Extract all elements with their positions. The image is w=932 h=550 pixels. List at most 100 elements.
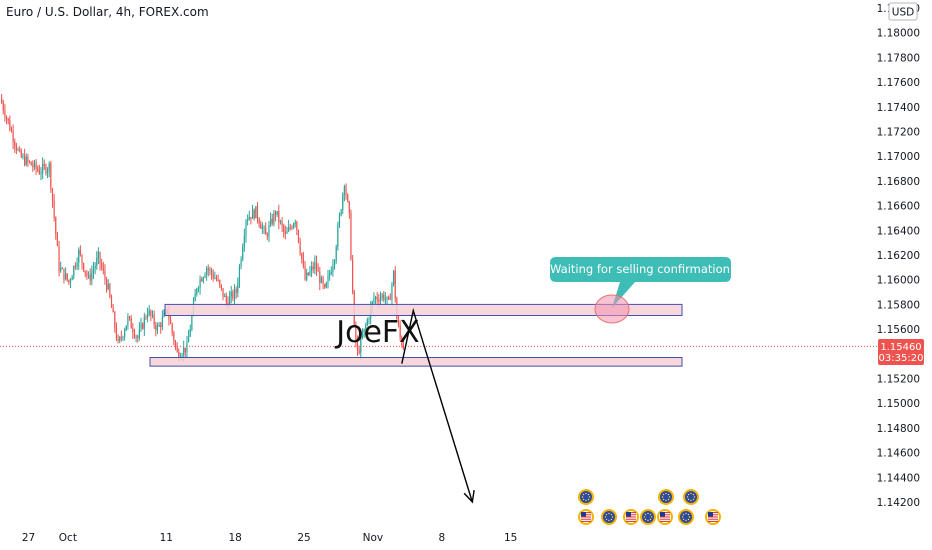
candle-body xyxy=(273,212,275,224)
currency-label-box[interactable] xyxy=(888,2,918,21)
eu-flag-star xyxy=(587,493,590,496)
candle-body xyxy=(311,266,313,271)
candle-body xyxy=(386,296,388,299)
eu-flag-star xyxy=(665,492,667,495)
time-axis[interactable]: 27 Oct 11 18 25 Nov 8 15 xyxy=(22,532,518,544)
price-badge-value: 1.15460 xyxy=(880,342,921,353)
eu-flag-star xyxy=(605,518,608,521)
candle-body xyxy=(214,278,216,280)
support-zone[interactable] xyxy=(149,357,683,367)
eu-flag-icon[interactable] xyxy=(642,511,654,523)
eu-flag-icon[interactable] xyxy=(660,491,672,503)
candle-body xyxy=(114,312,116,328)
eu-flag-star xyxy=(650,516,653,518)
eu-flag-icon[interactable] xyxy=(685,491,697,503)
candle-body xyxy=(360,337,362,353)
candle-body xyxy=(261,227,263,229)
candle-body xyxy=(309,270,311,275)
candle-body xyxy=(69,280,72,283)
candle-body xyxy=(317,270,319,272)
candle-body xyxy=(338,215,341,226)
candle-body xyxy=(294,221,296,224)
eu-flag-star xyxy=(610,518,613,521)
eu-flag-star xyxy=(687,493,690,496)
candle-body xyxy=(202,277,204,282)
price-tick-label: 1.15800 xyxy=(877,299,920,311)
candle-body xyxy=(38,170,40,174)
candle-body xyxy=(87,275,90,277)
candle-body xyxy=(128,316,131,318)
candle-body xyxy=(373,298,375,302)
eu-flag-star xyxy=(649,518,652,521)
price-axis[interactable]: 1.182001.180001.178001.176001.174001.172… xyxy=(877,3,920,509)
candle-body xyxy=(181,355,183,358)
candle-body xyxy=(74,265,77,267)
candle-body xyxy=(291,227,293,229)
candle-body xyxy=(176,345,178,353)
candle-body xyxy=(32,165,34,168)
eu-flag-star xyxy=(667,493,670,496)
candle-body xyxy=(79,249,81,255)
candle-body xyxy=(383,294,385,300)
eu-flag-star xyxy=(686,496,689,498)
candle-body xyxy=(365,325,367,329)
candles-layer xyxy=(1,93,405,362)
candle-body xyxy=(61,268,63,270)
candle-body xyxy=(312,266,314,269)
candle-body xyxy=(276,210,278,215)
candle-body xyxy=(46,170,49,174)
candle-body xyxy=(35,162,37,169)
eu-flag-star xyxy=(587,498,590,501)
candle-body xyxy=(240,259,242,267)
eu-flag-icon[interactable] xyxy=(680,511,692,523)
candle-body xyxy=(232,291,234,299)
candle-body xyxy=(297,230,300,243)
candle-body xyxy=(120,337,122,339)
candle-body xyxy=(73,265,75,277)
candle-body xyxy=(296,221,298,231)
candle-body xyxy=(337,225,339,247)
time-tick-label: Oct xyxy=(59,532,77,544)
us-flag-canton xyxy=(581,512,586,517)
candle-body xyxy=(19,149,21,151)
eu-flag-star xyxy=(661,496,664,498)
economic-events[interactable] xyxy=(578,489,721,525)
candle-body xyxy=(151,314,154,316)
eu-flag-star xyxy=(687,498,690,501)
candle-body xyxy=(222,287,224,297)
candle-body xyxy=(7,118,9,121)
time-tick-label: Nov xyxy=(363,532,384,544)
candle-body xyxy=(279,221,282,223)
candle-body xyxy=(266,234,268,237)
candle-body xyxy=(204,274,206,278)
candle-body xyxy=(301,253,303,260)
time-tick-label: 18 xyxy=(228,532,241,544)
resistance-zone[interactable] xyxy=(164,303,683,317)
candle-body xyxy=(332,265,334,272)
candle-body xyxy=(345,186,347,195)
eu-flag-star xyxy=(690,492,692,495)
eu-flag-star xyxy=(665,499,667,502)
candle-body xyxy=(227,301,229,306)
candle-body xyxy=(292,223,295,229)
candle-body xyxy=(99,252,101,264)
eu-flag-star xyxy=(644,518,647,521)
candle-body xyxy=(150,310,152,316)
candle-body xyxy=(153,314,155,325)
candle-body xyxy=(322,277,324,285)
candle-body xyxy=(327,275,329,283)
candle-body xyxy=(237,283,239,294)
eu-flag-star xyxy=(681,516,684,518)
candle-body xyxy=(368,318,370,320)
candle-body xyxy=(206,268,208,275)
callout-bubble[interactable] xyxy=(550,257,731,308)
candle-body xyxy=(401,337,403,346)
eu-flag-icon[interactable] xyxy=(603,511,615,523)
eu-flag-star xyxy=(685,519,687,522)
price-tick-label: 1.15600 xyxy=(877,324,920,336)
eu-flag-star xyxy=(667,498,670,501)
price-tick-label: 1.14600 xyxy=(877,448,920,460)
eu-flag-star xyxy=(685,512,687,515)
eu-flag-icon[interactable] xyxy=(580,491,592,503)
